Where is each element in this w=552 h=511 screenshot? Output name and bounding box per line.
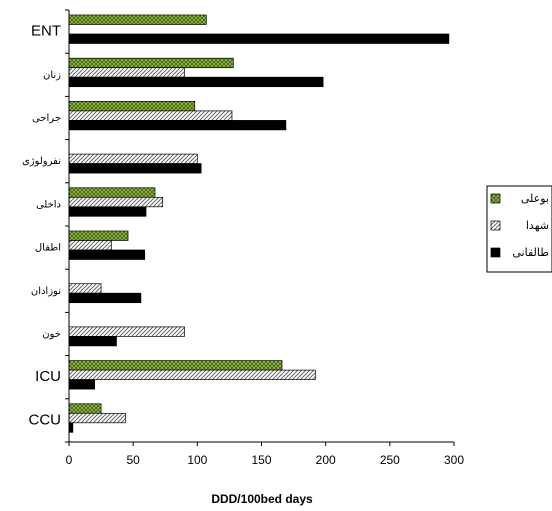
category-labels: ENT زنان جراحی نفرولوژی داخلی اطفال نوزادان خون… [22,23,61,429]
bar-2-3 [68,163,202,174]
legend-label-2: طالقانی [512,246,549,259]
legend-label-0: بوعلی [521,192,549,205]
x-tick-label-5: 250 [380,453,400,467]
bar-0-1 [68,57,234,69]
bar-1-1 [68,67,185,78]
bar-0-0 [68,14,207,25]
x-tick-label-2: 100 [187,453,207,467]
bar-2-6 [68,292,142,304]
bar-2-0 [68,33,450,44]
category-label-8: ICU [35,368,61,385]
bar-1-9 [68,412,126,424]
x-axis-title: DDD/100bed days [211,492,313,506]
bar-1-6 [68,283,102,294]
bar-1-5 [68,240,112,251]
category-label-5: اطفال [35,243,61,254]
bar-2-8 [68,379,96,390]
bar-1-7 [68,326,185,337]
bar-0-8 [68,360,283,371]
category-label-0: ENT [31,23,61,40]
legend: بوعلی شهدا طالقانی [486,185,552,273]
x-tick-label-3: 150 [251,453,271,467]
legend-swatch-2 [490,247,501,258]
bar-1-4 [68,196,164,208]
bar-2-7 [68,336,117,347]
category-label-4: داخلی [36,199,61,210]
bar-2-4 [68,206,147,217]
legend-swatch-1 [490,220,501,231]
x-tick-label-0: 0 [66,453,73,467]
bar-0-5 [68,230,129,241]
legend-label-1: شهدا [526,219,549,232]
bar-2-5 [68,249,146,260]
x-ticks: 0 50 100 150 200 250 300 [66,442,464,467]
category-label-2: جراحی [32,113,61,124]
x-tick-label-6: 300 [444,453,464,467]
category-label-1: زنان [43,70,61,81]
category-label-7: خون [42,329,61,340]
x-tick-label-1: 50 [126,453,140,467]
bar-2-2 [68,120,287,131]
bar-2-9 [68,422,74,433]
bar-1-2 [68,110,233,121]
bar-0-2 [68,101,196,112]
bar-0-4 [68,187,156,198]
bar-1-3 [68,153,198,164]
bar-1-8 [68,369,316,380]
legend-swatch-0 [490,193,501,204]
category-label-6: نوزادان [31,286,61,297]
category-label-9: CCU [29,411,62,428]
bar-2-1 [68,76,324,88]
bar-0-9 [68,403,102,414]
x-tick-label-4: 200 [316,453,336,467]
bars-layer [68,14,450,433]
category-label-3: نفرولوژی [22,156,61,167]
